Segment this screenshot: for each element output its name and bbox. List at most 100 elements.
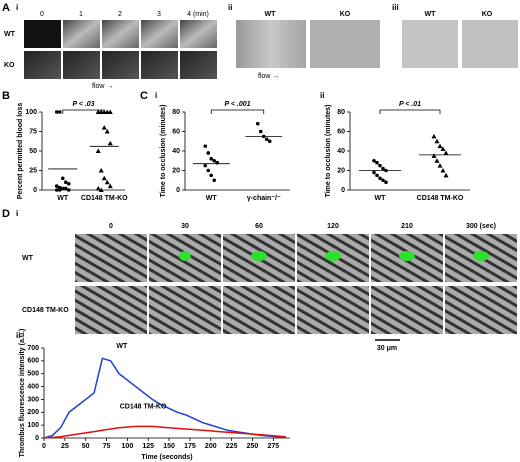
- time-label: 60: [255, 223, 263, 230]
- point: [212, 158, 217, 163]
- image: [149, 286, 221, 334]
- image: [63, 51, 100, 79]
- point: [57, 188, 62, 192]
- y-tick-label: 300: [27, 396, 39, 403]
- y-tick-label: 100: [25, 109, 37, 116]
- series-label: WT: [116, 343, 128, 350]
- annotation: P < .001: [224, 101, 250, 108]
- thrombus: [179, 251, 191, 261]
- image: [223, 286, 295, 334]
- panel-label: B: [2, 90, 10, 102]
- row-label: WT: [4, 31, 16, 38]
- row-label: WT: [22, 255, 34, 262]
- x-tick-label: 100: [122, 443, 134, 450]
- point: [95, 185, 101, 191]
- point: [63, 186, 68, 191]
- axis: [43, 348, 290, 439]
- image: [462, 20, 518, 68]
- x-tick-label: WT: [206, 195, 218, 202]
- axis: [349, 112, 470, 191]
- time-label: 210: [401, 223, 413, 230]
- x-tick-label: 75: [103, 443, 111, 450]
- x-axis-label: Time (seconds): [141, 454, 192, 461]
- image: [75, 234, 147, 282]
- col-label: WT: [265, 11, 277, 18]
- series-label: CD148 TM-KO: [120, 403, 167, 410]
- time-label: 3: [157, 11, 161, 18]
- x-tick-label: 50: [82, 443, 90, 450]
- point: [375, 173, 379, 178]
- time-label: 300 (sec): [466, 223, 496, 230]
- y-tick-label: 40: [172, 148, 180, 155]
- thrombus: [473, 251, 489, 261]
- point: [60, 186, 65, 191]
- y-tick-label: 600: [27, 358, 39, 365]
- x-tick-label: 125: [142, 443, 154, 450]
- y-tick-label: 400: [27, 383, 39, 390]
- point: [98, 187, 104, 192]
- sub-label: iii: [392, 3, 399, 12]
- point: [107, 109, 113, 114]
- image: [180, 20, 217, 48]
- image: [402, 20, 458, 68]
- flow-label: flow →: [258, 73, 279, 80]
- image: [24, 20, 61, 48]
- y-tick-label: 0: [176, 187, 180, 194]
- point: [381, 178, 385, 183]
- x-tick-label: 175: [184, 443, 196, 450]
- x-tick-label: γ-chain⁻/⁻: [247, 195, 281, 202]
- point: [378, 163, 382, 168]
- time-label: 120: [327, 223, 339, 230]
- point: [209, 157, 214, 161]
- sub-label: ii: [228, 3, 232, 12]
- y-tick-label: 500: [27, 371, 39, 378]
- image: [141, 20, 178, 48]
- point: [206, 151, 211, 155]
- point: [434, 158, 440, 163]
- image: [102, 20, 139, 48]
- line: [43, 425, 286, 439]
- y-tick-label: 25: [29, 167, 37, 174]
- time-label: 30: [181, 223, 189, 230]
- y-tick-label: 0: [33, 187, 37, 194]
- point: [107, 140, 113, 146]
- time-label: 0: [40, 11, 44, 18]
- y-tick-label: 40: [337, 148, 345, 155]
- point: [63, 180, 68, 184]
- image: [141, 51, 178, 79]
- sub-label: i: [16, 209, 18, 218]
- y-tick-label: 700: [27, 345, 39, 352]
- point: [98, 168, 104, 173]
- point: [101, 175, 107, 181]
- sub-label: ii: [320, 91, 324, 100]
- point: [443, 172, 449, 178]
- image: [236, 20, 306, 68]
- y-tick-label: 0: [35, 435, 39, 442]
- point: [267, 139, 272, 144]
- image: [297, 286, 369, 334]
- point: [443, 150, 449, 155]
- point: [431, 133, 437, 139]
- point: [57, 110, 62, 114]
- sub-label: i: [155, 91, 157, 100]
- point: [437, 163, 443, 168]
- image: [180, 51, 217, 79]
- annotation: P < .03: [72, 101, 94, 108]
- point: [98, 109, 104, 114]
- y-tick-label: 0: [341, 187, 345, 194]
- y-tick-label: 75: [29, 128, 37, 135]
- point: [54, 110, 59, 114]
- panel-label: A: [2, 2, 10, 14]
- thrombus: [325, 251, 341, 261]
- bracket: [379, 109, 441, 114]
- point: [264, 137, 269, 142]
- thrombus: [399, 251, 415, 261]
- y-tick-label: 80: [337, 109, 345, 116]
- point: [66, 181, 71, 186]
- y-tick-label: 100: [27, 422, 39, 429]
- image: [102, 51, 139, 79]
- sub-label: ii: [16, 331, 20, 340]
- x-tick-label: 200: [205, 443, 217, 450]
- point: [60, 176, 65, 181]
